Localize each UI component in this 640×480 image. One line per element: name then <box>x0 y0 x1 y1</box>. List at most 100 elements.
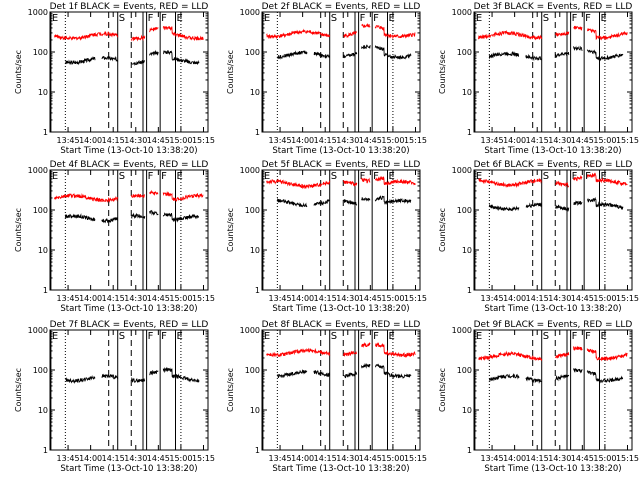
y-tick-label: 1 <box>467 128 472 137</box>
marker-label: E <box>600 331 606 342</box>
marker-label: F <box>360 331 366 342</box>
panel-det-8: Det 8f BLACK = Events, RED = LLD 1 10 100 10… <box>226 320 427 474</box>
series-events-line <box>488 196 624 212</box>
marker-label: E <box>176 331 182 342</box>
y-tick-label: 1000 <box>28 8 48 17</box>
x-tick-label: 15:00 <box>381 454 404 463</box>
x-tick-label: 14:30 <box>124 294 147 303</box>
y-tick-label: 10 <box>462 246 472 255</box>
y-axis-label: Counts/sec <box>14 368 23 412</box>
marker-label: S <box>331 331 337 342</box>
marker-label: F <box>585 13 591 24</box>
x-tick-label: 14:00 <box>291 136 314 145</box>
series-events-line <box>488 368 624 384</box>
marker-label: E <box>52 331 58 342</box>
marker-label: E <box>176 171 182 182</box>
marker-label: E <box>388 171 394 182</box>
plot-frame <box>261 11 421 133</box>
y-axis-label: Counts/sec <box>226 208 235 252</box>
panel-det-9: Det 9f BLACK = Events, RED = LLD 1 10 100 10… <box>438 320 639 474</box>
y-tick-label: 1000 <box>28 326 48 335</box>
marker-label: F <box>373 171 379 182</box>
series-events-line <box>276 44 412 60</box>
marker-label: S <box>119 171 125 182</box>
y-tick-label: 10 <box>250 88 260 97</box>
marker-label: E <box>600 13 606 24</box>
marker-label: S <box>331 13 337 24</box>
x-tick-label: 14:15 <box>102 136 125 145</box>
y-tick-label: 1000 <box>240 8 260 17</box>
x-tick-label: 15:00 <box>593 136 616 145</box>
x-tick-label: 15:00 <box>381 294 404 303</box>
series-lld-line <box>266 175 416 190</box>
x-tick-label: 14:00 <box>79 136 102 145</box>
plot-frame <box>261 329 421 451</box>
x-tick-label: 15:00 <box>381 136 404 145</box>
x-tick-label: 13:45 <box>269 136 292 145</box>
marker-label: F <box>161 13 167 24</box>
x-axis-label: Start Time (13-Oct-10 13:38:20) <box>272 464 409 474</box>
panel-title: Det 8f BLACK = Events, RED = LLD <box>262 320 421 330</box>
y-tick-label: 1 <box>43 446 48 455</box>
x-axis-label: Start Time (13-Oct-10 13:38:20) <box>484 464 621 474</box>
x-tick-label: 13:45 <box>269 454 292 463</box>
x-tick-label: 14:45 <box>147 294 170 303</box>
x-tick-label: 15:00 <box>169 454 192 463</box>
series-events-line <box>276 362 412 379</box>
x-tick-label: 14:30 <box>548 294 571 303</box>
series-lld-line <box>54 25 204 42</box>
y-axis-label: Counts/sec <box>438 50 447 94</box>
marker-label: S <box>331 171 337 182</box>
panel-title: Det 4f BLACK = Events, RED = LLD <box>50 160 209 170</box>
x-tick-label: 14:00 <box>291 294 314 303</box>
x-tick-label: 14:30 <box>336 294 359 303</box>
x-tick-label: 15:15 <box>404 454 427 463</box>
x-tick-label: 14:30 <box>336 136 359 145</box>
panel-det-1: Det 1f BLACK = Events, RED = LLD 1 10 100 10… <box>14 2 215 156</box>
marker-label: F <box>148 171 154 182</box>
y-tick-label: 100 <box>245 366 260 375</box>
y-axis-label: Counts/sec <box>14 208 23 252</box>
y-tick-label: 10 <box>250 246 260 255</box>
marker-label: E <box>388 331 394 342</box>
x-axis-label: Start Time (13-Oct-10 13:38:20) <box>60 304 197 314</box>
panel-title: Det 2f BLACK = Events, RED = LLD <box>262 2 421 12</box>
y-tick-label: 1 <box>255 446 260 455</box>
plot-frame <box>473 169 633 291</box>
panel-title: Det 5f BLACK = Events, RED = LLD <box>262 160 421 170</box>
y-tick-label: 100 <box>245 48 260 57</box>
x-tick-label: 14:45 <box>359 454 382 463</box>
x-tick-label: 14:00 <box>503 294 526 303</box>
y-tick-label: 1000 <box>240 166 260 175</box>
x-tick-label: 14:15 <box>314 136 337 145</box>
marker-label: F <box>373 331 379 342</box>
y-tick-label: 100 <box>245 206 260 215</box>
x-tick-label: 14:15 <box>314 294 337 303</box>
x-tick-label: 13:45 <box>57 454 80 463</box>
marker-label: E <box>176 13 182 24</box>
marker-label: E <box>264 171 270 182</box>
marker-label: F <box>148 13 154 24</box>
x-tick-label: 14:30 <box>124 454 147 463</box>
series-lld-line <box>478 172 628 188</box>
y-tick-label: 10 <box>250 406 260 415</box>
marker-label: F <box>360 13 366 24</box>
marker-label: S <box>119 331 125 342</box>
x-axis-label: Start Time (13-Oct-10 13:38:20) <box>484 304 621 314</box>
plot-frame <box>473 11 633 133</box>
x-tick-label: 15:00 <box>169 294 192 303</box>
marker-label: F <box>572 331 578 342</box>
marker-label: E <box>388 13 394 24</box>
y-axis-label: Counts/sec <box>226 368 235 412</box>
y-tick-label: 1000 <box>28 166 48 175</box>
x-tick-label: 15:15 <box>616 454 639 463</box>
x-tick-label: 14:00 <box>503 136 526 145</box>
y-tick-label: 1 <box>255 286 260 295</box>
plot-frame <box>49 11 209 133</box>
y-tick-label: 1000 <box>452 166 472 175</box>
marker-label: F <box>161 171 167 182</box>
x-axis-label: Start Time (13-Oct-10 13:38:20) <box>272 146 409 156</box>
x-tick-label: 14:45 <box>359 136 382 145</box>
panel-title: Det 6f BLACK = Events, RED = LLD <box>474 160 633 170</box>
